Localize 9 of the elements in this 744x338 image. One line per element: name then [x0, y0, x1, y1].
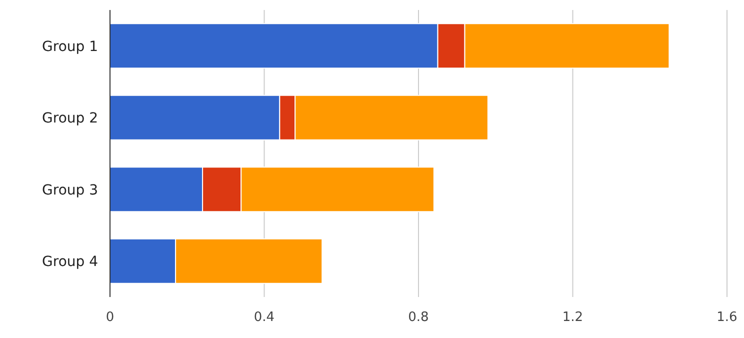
x-tick-label: 1.2	[562, 310, 584, 325]
y-tick-label: Group 2	[42, 110, 98, 127]
y-tick-label: Group 3	[42, 182, 98, 198]
x-tick-label: 0.4	[254, 310, 275, 325]
y-tick-label: Group 4	[42, 254, 98, 270]
x-tick-label: 1.6	[716, 310, 738, 325]
x-tick-label: 0	[106, 310, 114, 325]
x-tick-label: 0.8	[408, 310, 429, 325]
y-tick-label: Group 1	[42, 38, 98, 55]
